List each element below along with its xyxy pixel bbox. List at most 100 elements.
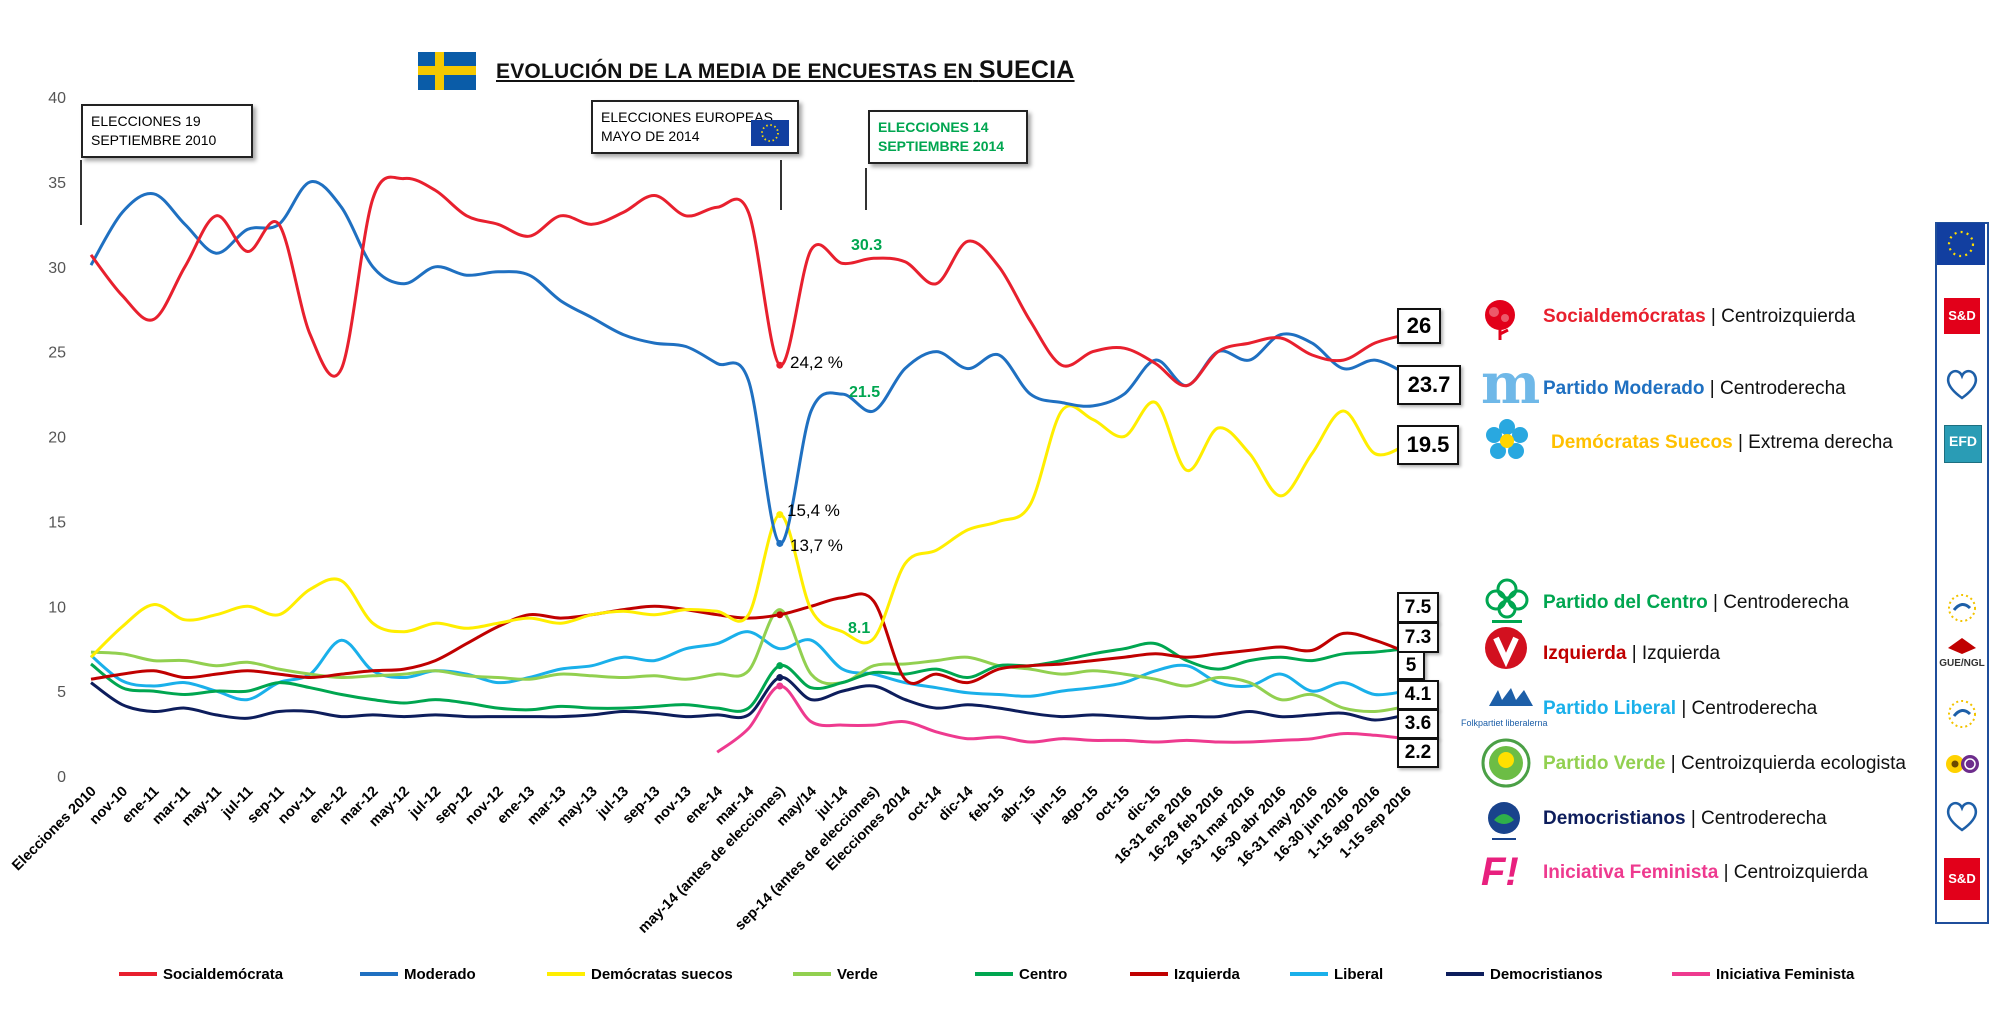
legend-item-l: Liberal — [1290, 963, 1383, 985]
eu-flag-icon — [751, 120, 789, 146]
series-line-mp — [90, 608, 1407, 714]
y-tick-label: 0 — [57, 769, 66, 786]
party-ideology: Centroderecha — [1701, 808, 1827, 829]
party-label-c: Partido del Centro | Centroderecha — [1543, 592, 1849, 613]
legend-item-m: Moderado — [360, 963, 476, 985]
party-ideology: Centroderecha — [1723, 592, 1849, 613]
legend-swatch — [547, 972, 585, 976]
legend-swatch — [1672, 972, 1710, 976]
legend-swatch — [1130, 972, 1168, 976]
party-name: Partido Verde — [1543, 753, 1666, 774]
eu-elections-2014-box: ELECCIONES EUROPEAS MAYO DE 2014 — [591, 100, 799, 154]
annotation-m-may14: 13,7 % — [790, 536, 843, 555]
legend-label: Demócratas suecos — [591, 965, 733, 983]
legend-label: Liberal — [1334, 965, 1384, 983]
elections-2010-box: ELECCIONES 19 SEPTIEMBRE 2010 — [81, 104, 253, 158]
value-box-kd: 3.6 — [1397, 709, 1439, 739]
value-box-m: 23.7 — [1397, 365, 1461, 405]
party-name: Demócratas Suecos — [1551, 432, 1733, 453]
legend-swatch — [119, 972, 157, 976]
kd-icon — [1488, 802, 1520, 840]
value-box-mp: 4.1 — [1397, 680, 1439, 710]
legend-label: Moderado — [404, 965, 476, 983]
party-label-kd: Democristianos | Centroderecha — [1543, 808, 1827, 829]
sd-group-icon: S&D — [1944, 298, 1980, 334]
data-point-sd — [776, 511, 784, 519]
legend-label: Verde — [837, 965, 878, 983]
legend-label: Socialdemócrata — [163, 965, 284, 983]
legend-label: Iniciativa Feminista — [1716, 965, 1855, 983]
party-label-mp: Partido Verde | Centroizquierda ecologis… — [1543, 753, 1906, 774]
legend-item-s: Socialdemócrata — [119, 963, 283, 985]
party-label-v: Izquierda | Izquierda — [1543, 643, 1721, 664]
value-box-fi: 2.2 — [1397, 738, 1439, 768]
y-tick-label: 15 — [48, 514, 66, 531]
party-name: Partido Liberal — [1543, 698, 1677, 719]
v-icon — [1485, 627, 1527, 669]
y-tick-label: 5 — [57, 684, 66, 701]
chart-title: EVOLUCIÓN DE LA MEDIA DE ENCUESTAS EN SU… — [496, 56, 1075, 84]
greens-efa-icon — [1946, 755, 1979, 773]
value-box-sd: 19.5 — [1397, 425, 1459, 465]
party-ideology: Centroizquierda — [1733, 862, 1868, 883]
party-name: Izquierda — [1543, 643, 1627, 664]
liberal-icon — [1489, 688, 1533, 706]
legend-item-v: Izquierda — [1130, 963, 1240, 985]
series-line-c — [90, 641, 1407, 713]
annotation-s-2014: 30.3 — [851, 237, 882, 254]
fi-icon: F! — [1481, 850, 1519, 894]
series-line-s — [89, 175, 1407, 388]
party-ideology: Centroderecha — [1691, 698, 1818, 719]
party-name: Socialdemócratas — [1543, 306, 1706, 327]
eu-flag-icon — [1937, 223, 1985, 265]
x-tick-label: Elecciones 2010 — [9, 784, 100, 875]
gue-ngl-label: GUE/NGL — [1939, 658, 1985, 669]
y-tick-label: 10 — [48, 599, 66, 616]
alde-icon — [1948, 700, 1976, 728]
series-line-fi — [716, 684, 1407, 754]
legend-item-c: Centro — [975, 963, 1067, 985]
value-box-v: 7.3 — [1397, 622, 1439, 653]
data-point-v — [776, 611, 784, 619]
party-ideology: Izquierda — [1641, 643, 1721, 664]
party-name: Partido del Centro — [1543, 592, 1708, 613]
moderaterna-icon: m — [1481, 351, 1541, 417]
y-tick-label: 30 — [48, 260, 66, 277]
legend-swatch — [360, 972, 398, 976]
liberal-logo-text: Folkpartiet liberalerna — [1461, 718, 1548, 728]
party-label-fi: Iniciativa Feminista | Centroizquierda — [1543, 862, 1868, 883]
party-ideology: Centroizquierda — [1721, 306, 1856, 327]
y-tick-label: 20 — [48, 430, 66, 447]
annotation-s-may14: 24,2 % — [790, 353, 843, 372]
alde-icon — [1948, 594, 1976, 622]
value-box-c: 7.5 — [1397, 592, 1439, 623]
legend-label: Izquierda — [1174, 965, 1240, 983]
party-label-s: Socialdemócratas | Centroizquierda — [1543, 306, 1856, 327]
annotation-sd-2014: 8.1 — [848, 620, 870, 637]
legend-label: Centro — [1019, 965, 1068, 983]
data-point-fi — [776, 682, 784, 690]
data-point-c — [776, 662, 784, 670]
party-label-l: Partido Liberal | Centroderecha — [1543, 698, 1818, 719]
series-line-l — [90, 630, 1407, 702]
value-box-l: 5 — [1397, 651, 1425, 680]
legend-item-fi: Iniciativa Feminista — [1672, 963, 1854, 985]
x-tick-label: oct-14 — [904, 784, 946, 826]
rose-icon — [1485, 300, 1515, 340]
legend-swatch — [793, 972, 831, 976]
series-line-kd — [90, 675, 1407, 722]
y-tick-label: 25 — [48, 345, 66, 362]
legend-label: Democristianos — [1490, 965, 1603, 983]
sd-group-icon: S&D — [1944, 858, 1980, 900]
sweden-flag-icon — [418, 52, 476, 90]
series-line-sd — [89, 400, 1407, 659]
flower-icon — [1486, 419, 1528, 459]
series-line-v — [90, 592, 1407, 685]
party-name: Iniciativa Feminista — [1543, 862, 1719, 883]
y-tick-label: 35 — [48, 175, 66, 192]
legend-item-kd: Democristianos — [1446, 963, 1603, 985]
annotation-m-2014: 21.5 — [849, 384, 880, 401]
efd-group-icon: EFD — [1944, 425, 1982, 463]
party-ideology: Centroderecha — [1720, 378, 1846, 399]
party-label-sd: Demócratas Suecos | Extrema derecha — [1551, 432, 1893, 453]
